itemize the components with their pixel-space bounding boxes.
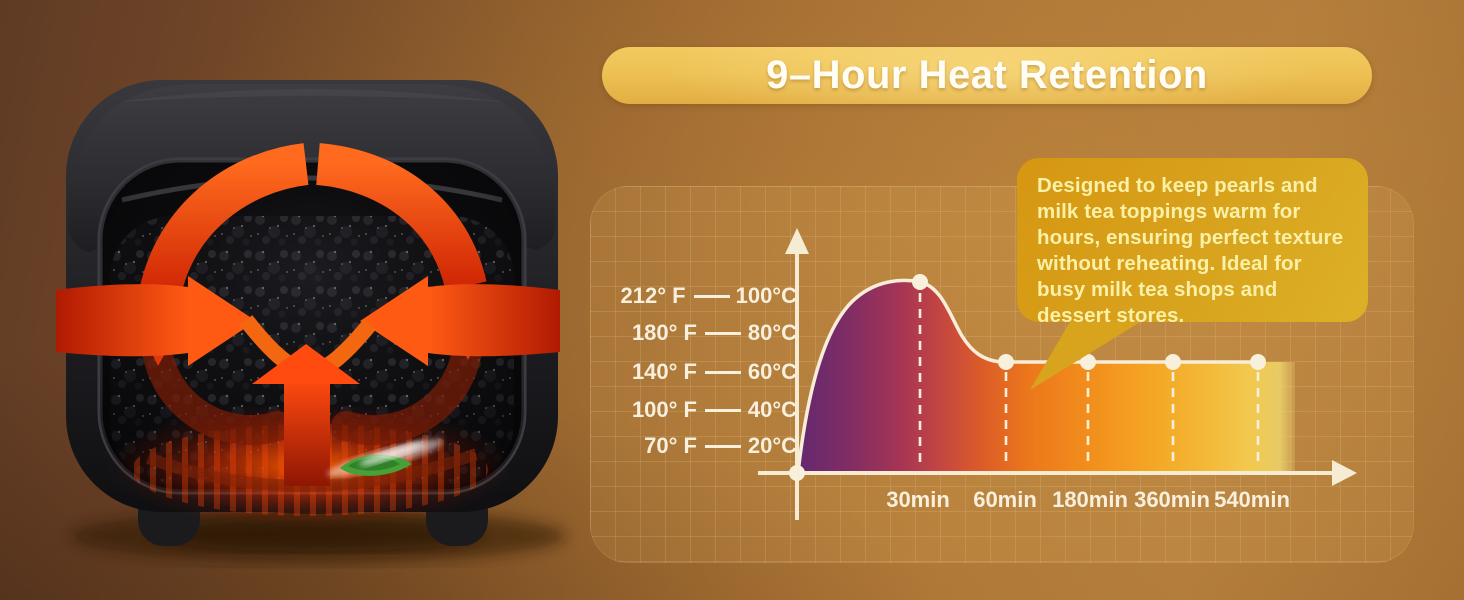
heat-band-left xyxy=(56,284,188,357)
y-tick-20c: 70° F 20°C xyxy=(644,433,797,458)
x-tick-60min: 60min xyxy=(973,487,1037,512)
cooker-illustration xyxy=(56,80,566,563)
x-axis-arrowhead xyxy=(1332,460,1357,486)
callout-tail xyxy=(1030,308,1150,390)
tick-dash xyxy=(705,408,741,412)
y-tick-80c: 180° F 80°C xyxy=(631,320,797,345)
heat-band-right xyxy=(428,284,560,357)
leaf-garnish xyxy=(327,439,443,477)
heat-arrow-arch-right xyxy=(315,143,487,292)
heat-arrowhead-right-in xyxy=(360,276,428,366)
tick-dash xyxy=(693,294,730,298)
droplines xyxy=(918,293,1260,468)
data-points xyxy=(789,274,1266,481)
tick-dash xyxy=(705,444,741,448)
title-text: 9–Hour Heat Retention xyxy=(766,53,1208,97)
heat-arrow-up-shaft xyxy=(284,380,330,486)
y-axis-arrowhead xyxy=(785,228,809,254)
x-tick-180min: 180min xyxy=(1052,487,1128,512)
y-tick-40c: 100° F 40°C xyxy=(631,397,797,422)
heat-arrowhead-up xyxy=(252,344,360,384)
title-banner: 9–Hour Heat Retention xyxy=(602,47,1372,104)
curve-line xyxy=(796,278,1258,474)
y-tick-100c: 212° F 100°C xyxy=(620,283,797,308)
tick-dash xyxy=(705,370,741,374)
x-tick-30min: 30min xyxy=(886,487,950,512)
heat-retention-chart xyxy=(758,228,1357,520)
x-tick-540min: 540min xyxy=(1214,487,1290,512)
tick-dash xyxy=(705,331,741,335)
heat-arrow-arch-left xyxy=(139,143,310,299)
y-tick-60c: 140° F 60°C xyxy=(631,359,797,384)
x-tick-360min: 360min xyxy=(1134,487,1210,512)
callout-text: Designed to keep pearls and milk tea top… xyxy=(1037,174,1344,328)
callout-bubble: Designed to keep pearls and milk tea top… xyxy=(1017,158,1368,327)
heat-arrowhead-left-in xyxy=(188,276,256,366)
